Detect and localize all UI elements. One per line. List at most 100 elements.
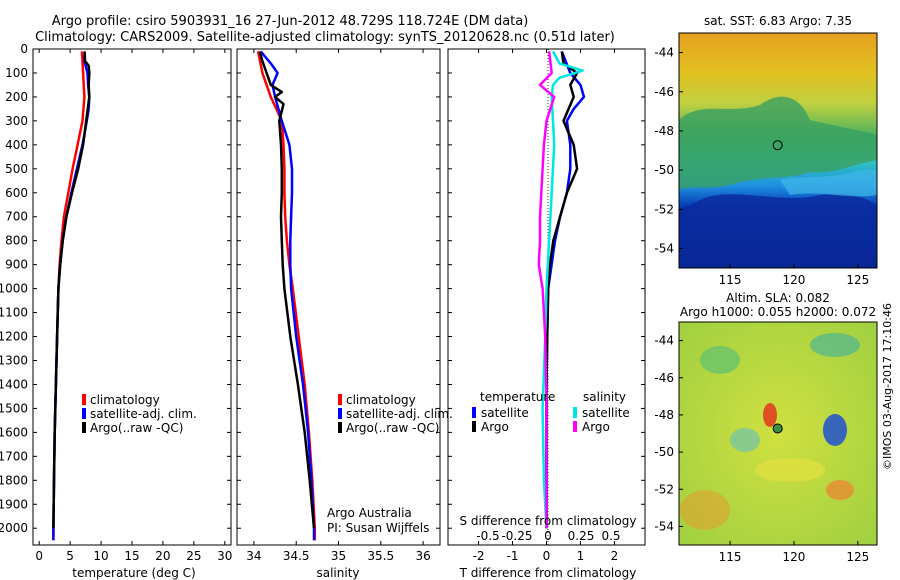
depth-tick-label: 900 xyxy=(5,258,28,272)
map-lat-label: -52 xyxy=(654,202,674,216)
series-line-temperature-argo xyxy=(545,51,579,529)
legend-swatch-climatology xyxy=(82,394,86,405)
temperature-series xyxy=(52,51,91,541)
x-tick-label: 36 xyxy=(415,549,430,563)
depth-tick-label: 1200 xyxy=(0,330,28,344)
x-tick-label: 34 xyxy=(246,549,261,563)
depth-axis: 0 100 200 300 400 500 600 700 800 900 1000 1100 1200… xyxy=(0,42,645,535)
sla-eddy xyxy=(826,480,854,500)
map-lat-label: -44 xyxy=(654,46,674,60)
depth-tick-label: 1800 xyxy=(0,473,28,487)
salinity-x-label: salinity xyxy=(316,566,359,580)
depth-tick-label: 700 xyxy=(5,210,28,224)
depth-tick-label: 2000 xyxy=(0,521,28,535)
legend-label-temp-satellite: satellite xyxy=(481,406,529,420)
legend-label-temp-argo: Argo xyxy=(481,420,509,434)
depth-tick-label: 200 xyxy=(5,90,28,104)
figure-title-line1: Argo profile: csiro 5903931_16 27-Jun-20… xyxy=(52,14,529,29)
salinity-panel-frame xyxy=(236,48,441,546)
figure-title-line2: Climatology: CARS2009. Satellite-adjuste… xyxy=(35,30,615,45)
legend-swatch-satellite xyxy=(82,408,86,419)
legend-swatch-sal-satellite xyxy=(573,407,577,418)
sla-eddy xyxy=(763,403,777,427)
depth-tick-label: 1700 xyxy=(0,449,28,463)
depth-tick-label: 0 xyxy=(20,42,28,56)
depth-tick-label: 1400 xyxy=(0,377,28,391)
sla-map-title-line2: Argo h1000: 0.055 h2000: 0.072 xyxy=(680,305,876,319)
map-lat-label: -46 xyxy=(654,371,674,385)
x-tick-label: 0 xyxy=(543,549,551,563)
s-diff-tick-label: -0.25 xyxy=(501,529,532,543)
x-tick-label: 20 xyxy=(155,549,170,563)
sla-map-frame xyxy=(678,321,878,546)
x-tick-label: -1 xyxy=(507,549,519,563)
sla-eddy xyxy=(730,428,760,452)
sst-map xyxy=(678,32,878,269)
legend-label-satellite: satellite-adj. clim. xyxy=(346,407,453,421)
legend-label-satellite: satellite-adj. clim. xyxy=(90,407,197,421)
series-line-argo-raw-qc- xyxy=(52,51,91,529)
map-lat-label: -52 xyxy=(654,482,674,496)
legend-label-climatology: climatology xyxy=(346,393,416,407)
temperature-x-axis: 0 5 10 15 20 25 30 xyxy=(35,49,232,563)
sst-map-frame xyxy=(678,32,878,269)
map-lat-label: -54 xyxy=(654,519,674,533)
s-difference-top-label: S difference from climatology xyxy=(460,514,637,528)
legend-label-sal-satellite: satellite xyxy=(582,406,630,420)
float-position-marker xyxy=(772,140,783,151)
t-difference-x-label: T difference from climatology xyxy=(459,566,637,580)
depth-tick-label: 1300 xyxy=(0,353,28,367)
series-line-satellite-adj-clim- xyxy=(259,50,316,541)
depth-tick-label: 800 xyxy=(5,234,28,248)
x-tick-label: 34.5 xyxy=(283,549,310,563)
sla-eddy xyxy=(700,346,740,374)
x-tick-label: 25 xyxy=(186,549,201,563)
depth-tick-label: 500 xyxy=(5,162,28,176)
x-tick-label: 1 xyxy=(577,549,585,563)
depth-tick-label: 1600 xyxy=(0,425,28,439)
x-tick-label: 5 xyxy=(66,549,74,563)
x-tick-label: 10 xyxy=(93,549,108,563)
map-lat-label: -46 xyxy=(654,85,674,99)
credit-line2: PI: Susan Wijffels xyxy=(327,521,429,535)
sst-map-title: sat. SST: 6.83 Argo: 7.35 xyxy=(704,14,852,28)
sst-map-axes: -44 -46 -48 -50 -52 -54 115 120 125 xyxy=(654,46,869,287)
salinity-series xyxy=(256,50,317,541)
sla-eddy xyxy=(755,458,825,482)
s-diff-tick-label: -0.5 xyxy=(476,529,499,543)
x-tick-label: -2 xyxy=(473,549,485,563)
x-tick-label: 30 xyxy=(217,549,232,563)
depth-tick-label: 300 xyxy=(5,114,28,128)
legend-swatch-argo xyxy=(82,422,86,433)
sst-cold-water xyxy=(679,193,877,268)
map-lon-label: 115 xyxy=(719,550,742,564)
x-tick-label: 0 xyxy=(35,549,43,563)
depth-tick-label: 400 xyxy=(5,138,28,152)
legend-head-salinity: salinity xyxy=(583,390,626,404)
x-tick-label: 15 xyxy=(124,549,139,563)
temperature-legend: climatology satellite-adj. clim. Argo(..… xyxy=(82,393,197,435)
salinity-legend: climatology satellite-adj. clim. Argo(..… xyxy=(338,393,453,435)
sst-front-cyan xyxy=(780,170,877,197)
depth-tick-label: 1000 xyxy=(0,282,28,296)
map-lat-label: -44 xyxy=(654,334,674,348)
map-lat-label: -50 xyxy=(654,163,674,177)
salinity-x-axis: 34 34.5 35 35.5 36 xyxy=(246,49,431,563)
legend-label-argo: Argo(..raw -QC) xyxy=(346,421,439,435)
map-lat-label: -48 xyxy=(654,408,674,422)
sla-map-title-line1: Altim. SLA: 0.082 xyxy=(726,291,830,305)
legend-swatch-climatology xyxy=(338,394,342,405)
series-line-salinity-argo xyxy=(537,51,556,529)
legend-swatch-argo xyxy=(338,422,342,433)
x-tick-label: 35.5 xyxy=(367,549,394,563)
map-lon-label: 125 xyxy=(846,273,869,287)
depth-tick-label: 1500 xyxy=(0,401,28,415)
series-line-argo-raw-qc- xyxy=(258,51,316,529)
sla-eddy xyxy=(680,490,730,530)
legend-label-argo: Argo(..raw -QC) xyxy=(90,421,183,435)
legend-swatch-temp-argo xyxy=(472,421,476,432)
sla-map-axes: -44 -46 -48 -50 -52 -54 115 120 125 xyxy=(654,334,869,564)
s-diff-tick-label: 0.5 xyxy=(601,529,620,543)
legend-label-climatology: climatology xyxy=(90,393,160,407)
